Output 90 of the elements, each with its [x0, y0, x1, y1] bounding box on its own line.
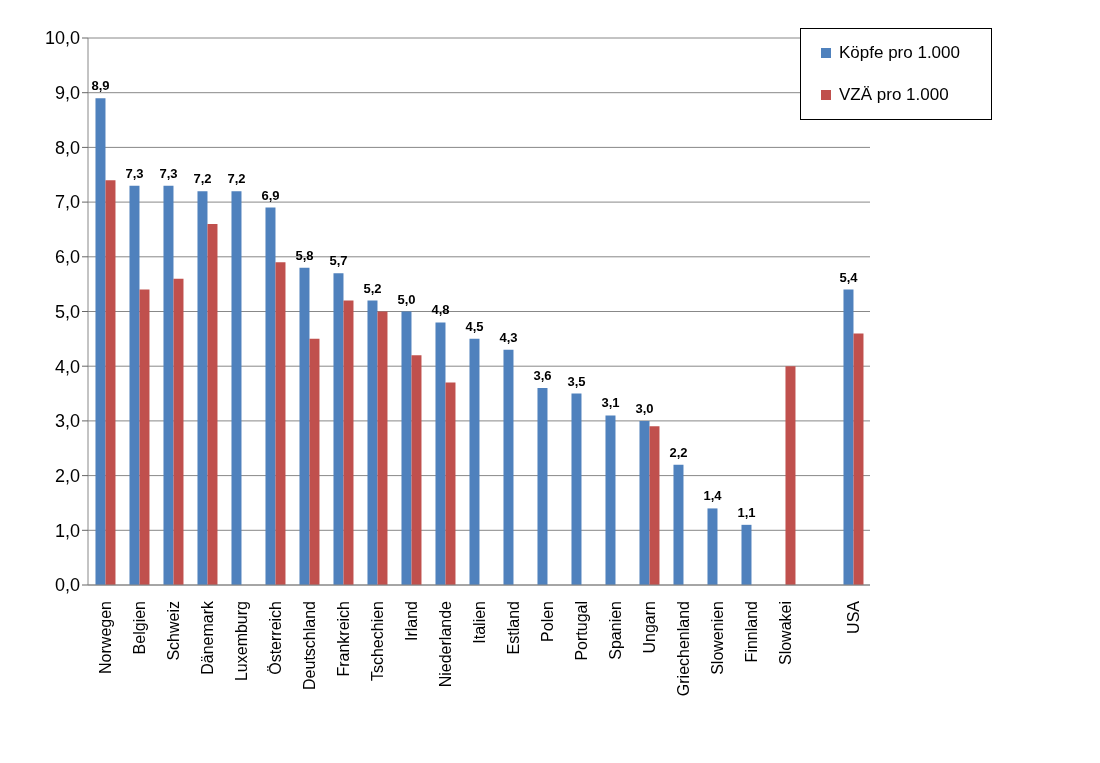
x-tick-label: Dänemark	[198, 600, 216, 675]
data-label: 1,4	[703, 488, 723, 504]
x-tick-label: Norwegen	[96, 601, 114, 674]
data-label: 4,8	[431, 302, 450, 318]
data-label: 4,3	[499, 329, 518, 345]
bar	[435, 322, 446, 585]
bar	[707, 508, 718, 585]
data-label: 3,1	[601, 395, 620, 411]
x-tick-label: Deutschland	[300, 601, 318, 690]
bar	[445, 382, 456, 585]
bar	[639, 420, 650, 585]
y-tick-label: 4,0	[54, 356, 80, 377]
x-tick-label: Niederlande	[436, 600, 454, 688]
data-label: 3,5	[567, 373, 586, 389]
data-label: 7,3	[159, 165, 178, 181]
x-tick-label: Slowenien	[708, 601, 726, 675]
x-tick-label: Irland	[402, 601, 420, 642]
bar	[537, 388, 548, 585]
data-label: 5,8	[295, 247, 314, 263]
bar	[105, 180, 116, 585]
bar	[309, 338, 320, 585]
bar	[469, 338, 480, 585]
bar	[343, 300, 354, 585]
y-tick-label: 0,0	[54, 575, 80, 596]
bar	[231, 191, 242, 585]
bar	[411, 355, 422, 585]
x-tick-label: Luxemburg	[232, 601, 250, 682]
data-label: 2,2	[669, 444, 688, 460]
bar	[163, 185, 174, 585]
y-tick-label: 5,0	[54, 301, 80, 322]
data-label: 7,3	[125, 165, 144, 181]
bar	[785, 366, 796, 585]
bar	[649, 426, 660, 585]
data-label: 3,0	[635, 400, 654, 416]
x-tick-label: Portugal	[572, 601, 590, 661]
x-tick-label: Italien	[470, 601, 488, 644]
x-tick-label: Griechenland	[674, 601, 692, 697]
data-label: 5,4	[839, 269, 859, 285]
x-tick-label: Slowakei	[776, 601, 794, 666]
x-tick-label: Österreich	[266, 601, 284, 675]
x-tick-label: Frankreich	[334, 601, 352, 677]
bar	[173, 278, 184, 585]
bar	[401, 311, 412, 585]
bar	[377, 311, 388, 585]
bar	[265, 207, 276, 585]
bar	[197, 191, 208, 585]
x-tick-label: Estland	[504, 601, 522, 655]
y-tick-label: 2,0	[54, 465, 80, 486]
legend-label: Köpfe pro 1.000	[839, 43, 960, 63]
data-label: 4,5	[465, 318, 484, 334]
y-tick-label: 8,0	[54, 137, 80, 158]
bar	[843, 289, 854, 585]
data-label: 7,2	[227, 171, 246, 187]
data-label: 8,9	[91, 78, 110, 94]
bar	[605, 415, 616, 585]
data-label: 6,9	[261, 187, 280, 203]
x-tick-label: USA	[844, 600, 862, 634]
bar	[503, 349, 514, 585]
y-tick-label: 6,0	[54, 247, 80, 268]
x-tick-label: Tschechien	[368, 601, 386, 682]
data-label: 5,2	[363, 280, 382, 296]
bar	[741, 524, 752, 585]
data-label: 1,1	[737, 504, 756, 520]
x-tick-label: Spanien	[606, 601, 624, 660]
x-tick-label: Schweiz	[164, 601, 182, 661]
bar	[95, 98, 106, 585]
x-tick-label: Belgien	[130, 601, 148, 655]
bar	[129, 185, 140, 585]
bar	[275, 262, 286, 585]
bar	[299, 267, 310, 585]
y-tick-label: 1,0	[54, 520, 80, 541]
bar	[673, 464, 684, 585]
bar	[367, 300, 378, 585]
legend-label: VZÄ pro 1.000	[839, 85, 949, 105]
y-tick-label: 9,0	[54, 83, 80, 104]
y-tick-label: 3,0	[54, 411, 80, 432]
x-tick-label: Finnland	[742, 601, 760, 663]
bar	[571, 393, 582, 585]
bar	[853, 333, 864, 585]
data-label: 3,6	[533, 368, 552, 384]
data-label: 5,0	[397, 291, 416, 307]
bar	[333, 273, 344, 585]
data-label: 7,2	[193, 171, 212, 187]
bar	[139, 289, 150, 585]
y-tick-label: 7,0	[54, 192, 80, 213]
y-tick-label: 10,0	[44, 28, 80, 49]
x-tick-label: Ungarn	[640, 601, 658, 654]
data-label: 5,7	[329, 253, 348, 269]
x-tick-label: Polen	[538, 601, 556, 642]
bar	[207, 223, 218, 585]
